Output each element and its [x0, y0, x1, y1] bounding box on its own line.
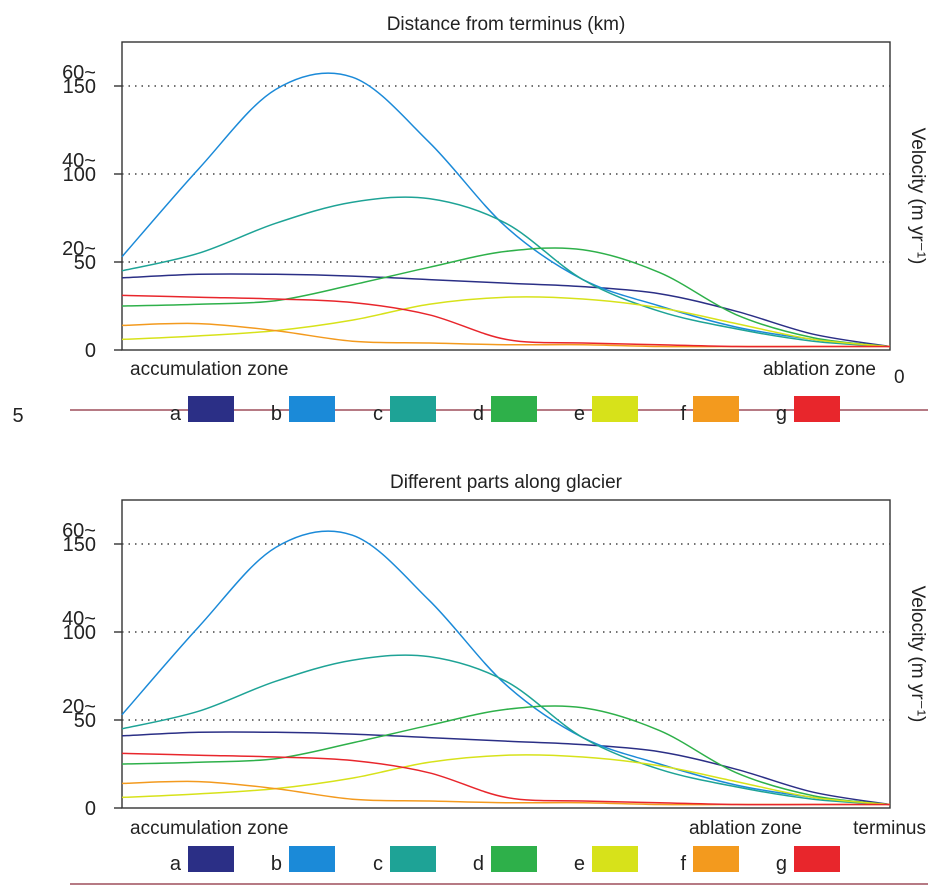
legend: a b c d e f g	[170, 846, 840, 875]
x-label-ablation-zone: ablation zone	[763, 359, 876, 380]
y-tick-label: 0	[85, 340, 96, 362]
series-line-a	[121, 731, 891, 806]
legend-swatch-g	[794, 396, 840, 422]
chart-title: Different parts along glacier	[390, 472, 623, 493]
series-line-e	[121, 296, 891, 348]
legend-swatch-f	[693, 846, 739, 872]
series-line-c	[121, 196, 891, 348]
legend-label-d: d	[473, 853, 484, 875]
series-line-a	[121, 273, 891, 348]
legend: a b c d e f g	[170, 396, 840, 425]
y-axis-label: Velocity (m yr⁻¹)	[907, 586, 928, 723]
legend-swatch-b	[289, 396, 335, 422]
legend-label-g: g	[776, 853, 787, 875]
y-tick-label: 40~	[62, 150, 96, 172]
chart-panel-1: Distance from terminus (km) 0 20~50 40~100 6…	[62, 14, 928, 425]
series-line-d	[121, 705, 891, 806]
x-end-tick-label: 0	[894, 367, 905, 388]
legend-label-c: c	[373, 853, 383, 875]
legend-swatch-b	[289, 846, 335, 872]
legend-swatch-a	[188, 396, 234, 422]
legend-label-d: d	[473, 403, 484, 425]
series-line-c	[121, 654, 891, 806]
x-label-accumulation-zone: accumulation zone	[130, 818, 288, 839]
y-tick-label: 50	[74, 710, 96, 732]
y-tick-label: 150	[63, 534, 96, 556]
chart-panel-2: Different parts along glacier 0 20~50 40~10…	[62, 472, 928, 885]
legend-swatch-c	[390, 396, 436, 422]
series-line-b	[121, 72, 891, 348]
legend-label-g: g	[776, 403, 787, 425]
y-tick-label: 20~	[62, 238, 96, 260]
x-end-tick-label: terminus	[853, 818, 926, 839]
y-tick-label: 150	[63, 76, 96, 98]
series-line-e	[121, 754, 891, 806]
series-line-g	[121, 294, 890, 348]
x-label-ablation-zone: ablation zone	[689, 818, 802, 839]
y-tick-label: 60~	[62, 62, 96, 84]
series-line-d	[121, 247, 891, 348]
y-tick-label: 50	[74, 252, 96, 274]
legend-swatch-e	[592, 846, 638, 872]
legend-swatch-e	[592, 396, 638, 422]
legend-label-f: f	[680, 403, 686, 425]
legend-label-e: e	[574, 403, 585, 425]
series-line-f	[121, 322, 890, 348]
series-line-f	[121, 780, 890, 806]
legend-swatch-g	[794, 846, 840, 872]
legend-label-e: e	[574, 853, 585, 875]
legend-label-c: c	[373, 403, 383, 425]
legend-label-a: a	[170, 853, 182, 875]
plot-frame	[121, 499, 891, 809]
y-tick-label: 100	[63, 622, 96, 644]
legend-swatch-d	[491, 396, 537, 422]
legend-swatch-c	[390, 846, 436, 872]
y-axis-label: Velocity (m yr⁻¹)	[907, 128, 928, 265]
page-marker: 5	[12, 405, 23, 427]
series-line-g	[121, 752, 890, 806]
legend-label-b: b	[271, 853, 282, 875]
y-tick-label: 0	[85, 798, 96, 820]
y-tick-label: 100	[63, 164, 96, 186]
legend-label-f: f	[680, 853, 686, 875]
y-tick-label: 60~	[62, 520, 96, 542]
y-tick-label: 40~	[62, 608, 96, 630]
x-label-accumulation-zone: accumulation zone	[130, 359, 288, 380]
plot-frame	[121, 41, 891, 351]
series-line-b	[121, 530, 891, 806]
legend-swatch-f	[693, 396, 739, 422]
legend-label-b: b	[271, 403, 282, 425]
legend-swatch-d	[491, 846, 537, 872]
chart-title: Distance from terminus (km)	[387, 14, 626, 35]
y-tick-label: 20~	[62, 696, 96, 718]
legend-label-a: a	[170, 403, 182, 425]
legend-swatch-a	[188, 846, 234, 872]
